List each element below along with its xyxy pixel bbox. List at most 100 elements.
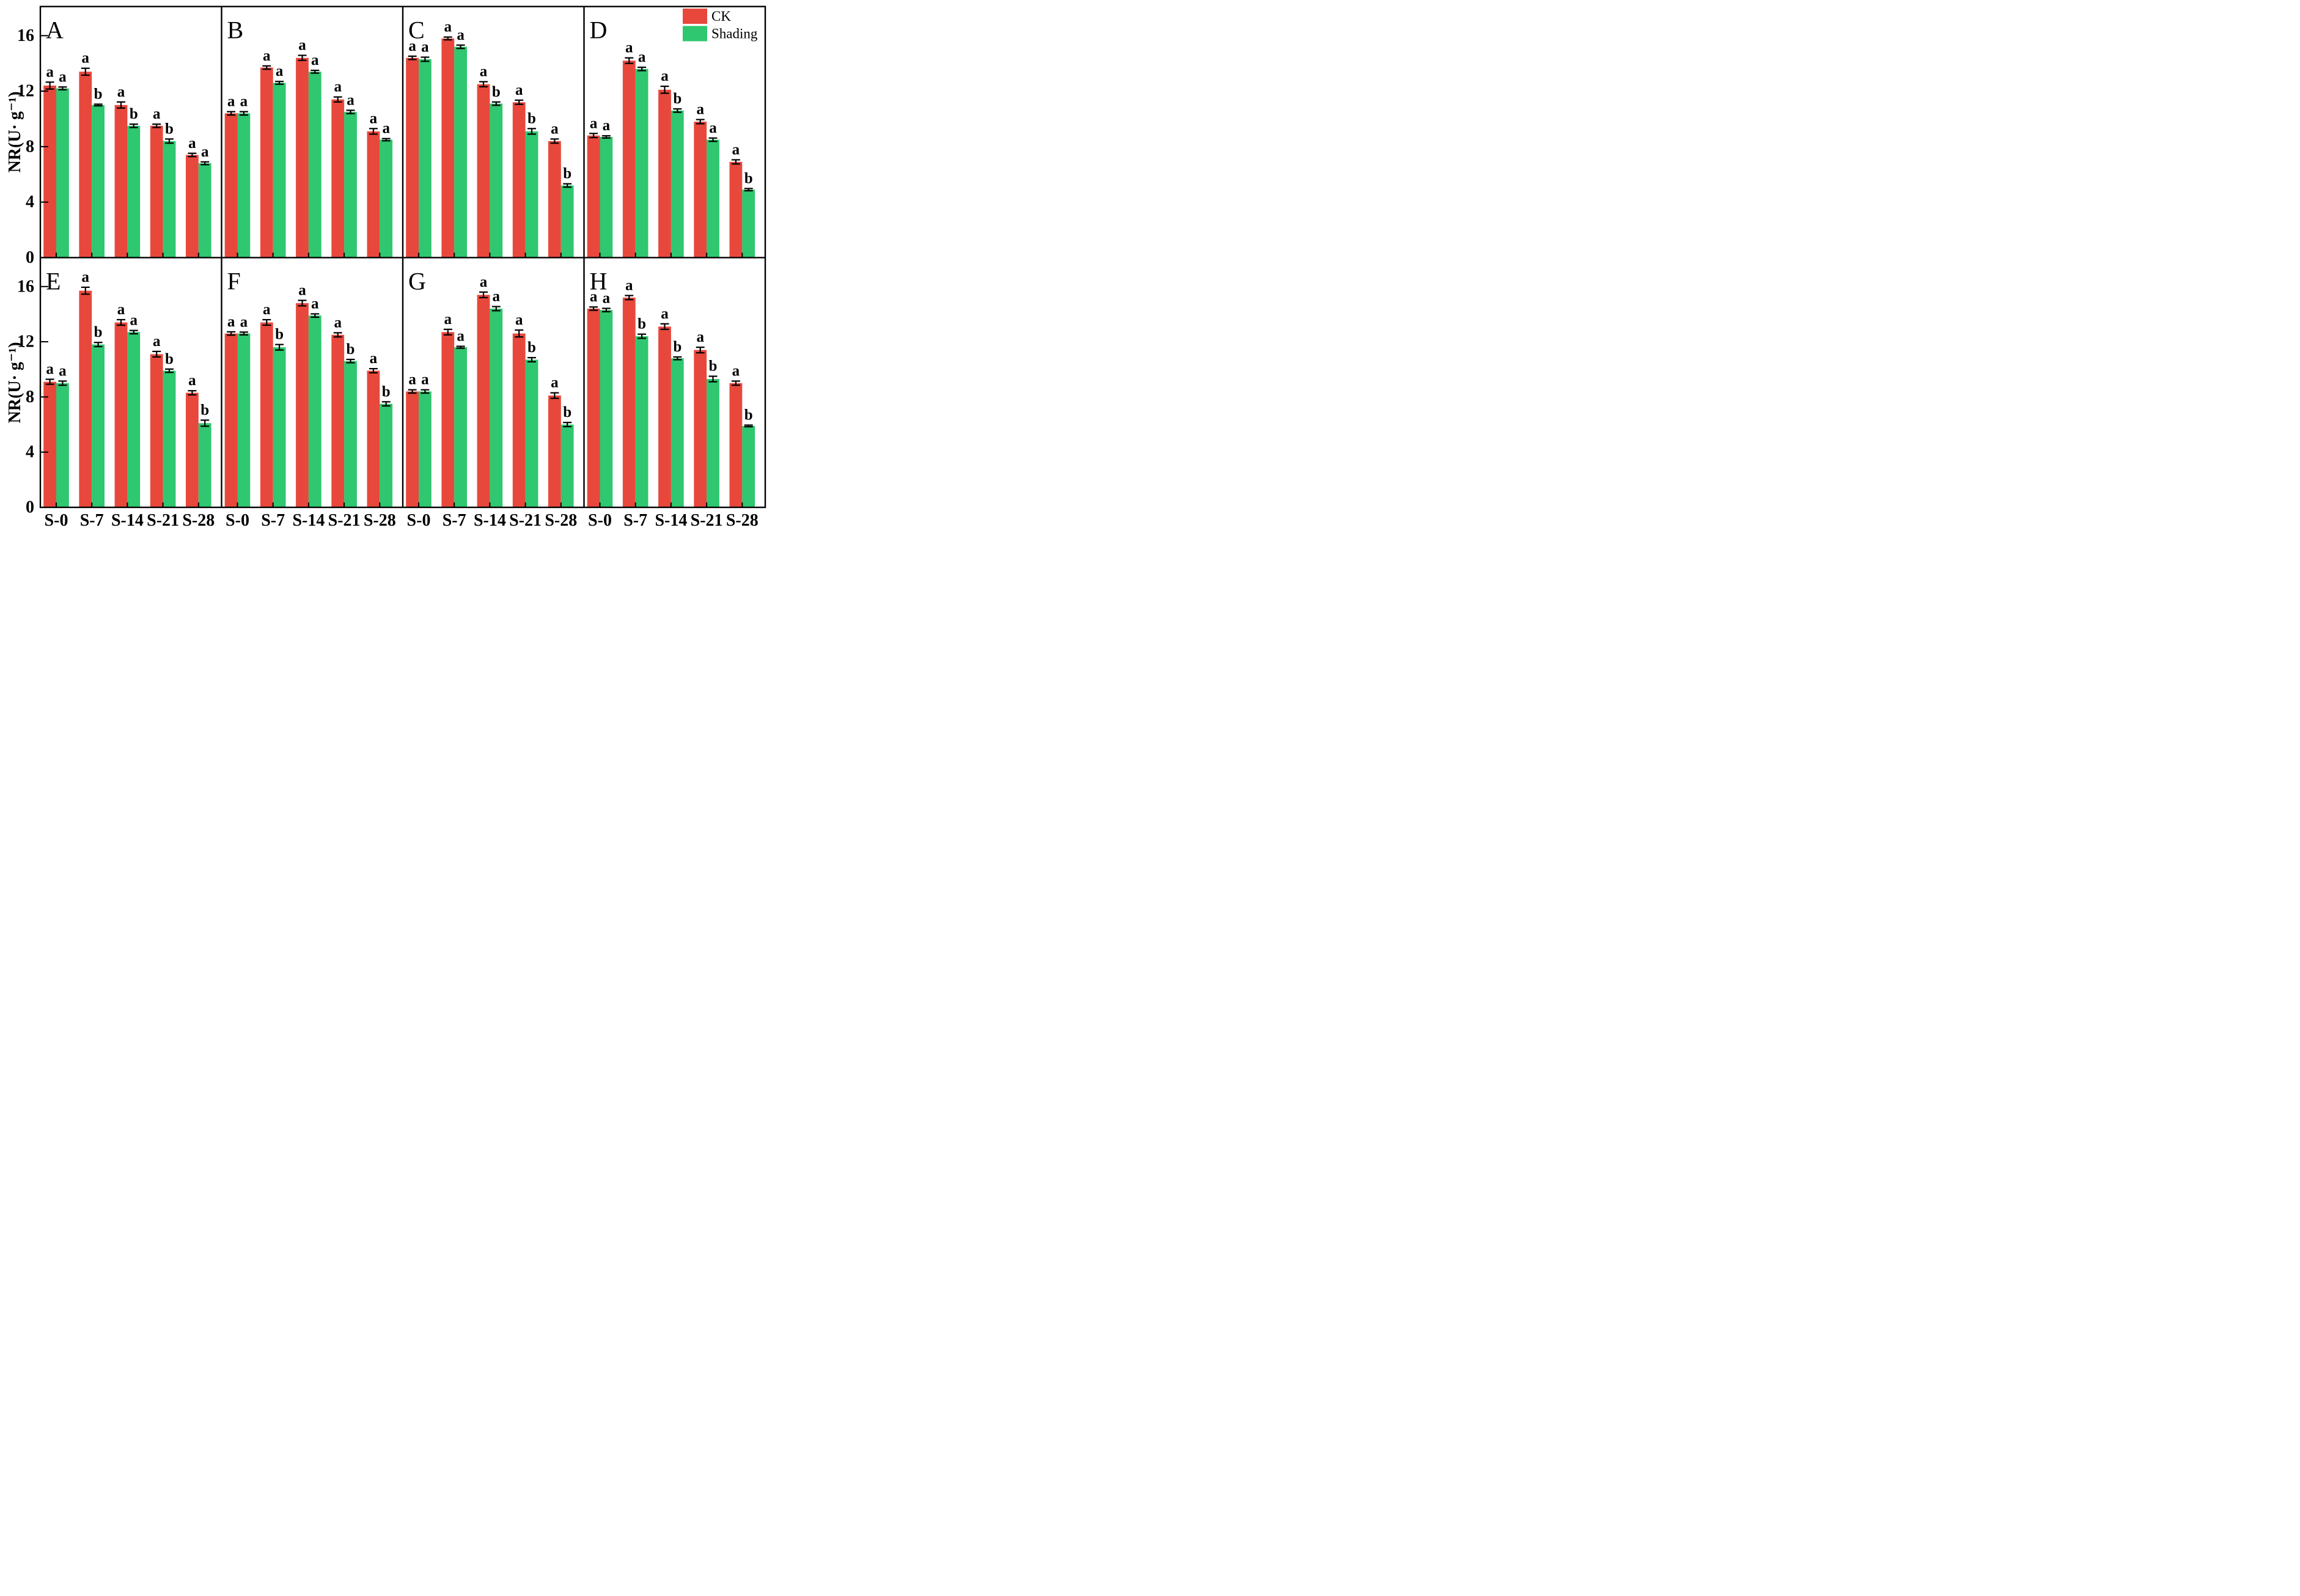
category-label: S-14 [292,511,325,530]
y-tick-label: 8 [26,137,34,156]
significance-letter: a [188,372,196,389]
bar-shading [707,139,719,258]
significance-letter: a [370,110,378,127]
bar-ck [43,86,56,258]
error-bar [262,65,271,70]
error-bar [45,81,54,90]
bar-ck [477,295,490,507]
error-bar [333,332,342,338]
significance-letter: b [200,402,209,418]
error-bar [310,313,320,318]
error-bar [58,86,67,90]
bar-shading [163,370,176,507]
bar-ck [150,354,163,507]
bar-shading [163,141,176,258]
significance-letter: a [603,117,611,134]
y-tick-label: 4 [26,193,34,211]
bar-shading [742,189,755,258]
bar-ck [79,72,92,258]
category-label: S-14 [474,511,506,530]
panel-letter-G: G [408,267,426,295]
error-bar [152,350,161,358]
error-bar [515,329,524,338]
bar-ck [331,99,345,258]
bar-shading [600,310,613,507]
y-tick-label: 16 [17,26,34,45]
bar-shading [525,359,538,507]
category-label: S-28 [726,511,759,530]
bar-shading [635,68,648,258]
y-tick-label: 0 [26,248,34,267]
error-bar [94,342,103,348]
significance-letter: b [165,120,174,137]
panel-letter-B: B [227,17,244,44]
legend-swatch-ck [683,9,707,24]
significance-letter: b [94,324,103,340]
significance-letter: b [563,166,571,182]
significance-letter: b [673,339,682,355]
y-tick-label: 4 [26,443,34,462]
error-bar [239,111,248,116]
bar-shading [635,336,648,507]
error-bar [443,328,452,336]
significance-letter: a [46,361,54,378]
bar-ck [694,122,707,258]
significance-letter: a [240,314,248,330]
legend-label-ck: CK [711,9,731,24]
significance-letter: a [408,372,416,388]
bar-shading [671,358,684,507]
error-bar [298,54,307,61]
bar-shading [490,103,503,258]
significance-letter: b [382,383,391,400]
significance-letter: b [527,110,536,127]
bar-shading [380,139,393,258]
significance-letter: b [709,358,718,375]
panel-letter-F: F [227,267,241,295]
significance-letter: a [117,84,125,100]
significance-letter: a [515,312,523,328]
category-label: S-0 [226,511,249,530]
bar-ck [587,135,600,258]
bar-shading [454,46,467,258]
error-bar [708,375,718,383]
significance-letter: a [46,64,54,80]
bar-ck [114,322,128,507]
significance-letter: a [444,19,452,35]
error-bar [262,318,271,326]
significance-letter: a [603,290,611,307]
error-bar [479,81,488,87]
error-bar [637,333,647,339]
legend-label-shading: Shading [711,26,758,42]
error-bar [491,306,501,312]
error-bar [601,307,611,312]
significance-letter: a [59,362,67,379]
error-bar [152,123,161,128]
bar-shading [56,383,69,507]
significance-letter: b [275,326,284,343]
bar-shading [419,391,432,507]
error-bar [660,323,669,330]
significance-letter: a [82,269,90,285]
bar-shading [237,333,251,507]
bar-shading [600,137,613,258]
bar-shading [92,105,105,258]
error-bar [527,356,536,362]
significance-letter: a [227,314,235,330]
panel-letter-H: H [590,267,608,295]
category-label: S-21 [147,511,179,530]
bar-ck [477,84,490,258]
error-bar [708,137,718,142]
panel-letter-E: E [46,267,61,295]
significance-letter: b [744,407,753,424]
significance-letter: a [493,289,501,305]
significance-letter: a [457,27,465,43]
category-label: S-14 [655,511,687,530]
bar-ck [296,303,309,507]
bar-shading [198,163,211,258]
error-bar [527,128,536,135]
bar-ck [622,61,636,258]
bar-shading [308,315,321,507]
error-bar [456,345,465,349]
bar-chart-svg: aaaaaabbbaAaaaaaaaaaaBaaaaaaabbbCaaaaaaa… [17,6,766,530]
bar-ck [186,155,199,258]
